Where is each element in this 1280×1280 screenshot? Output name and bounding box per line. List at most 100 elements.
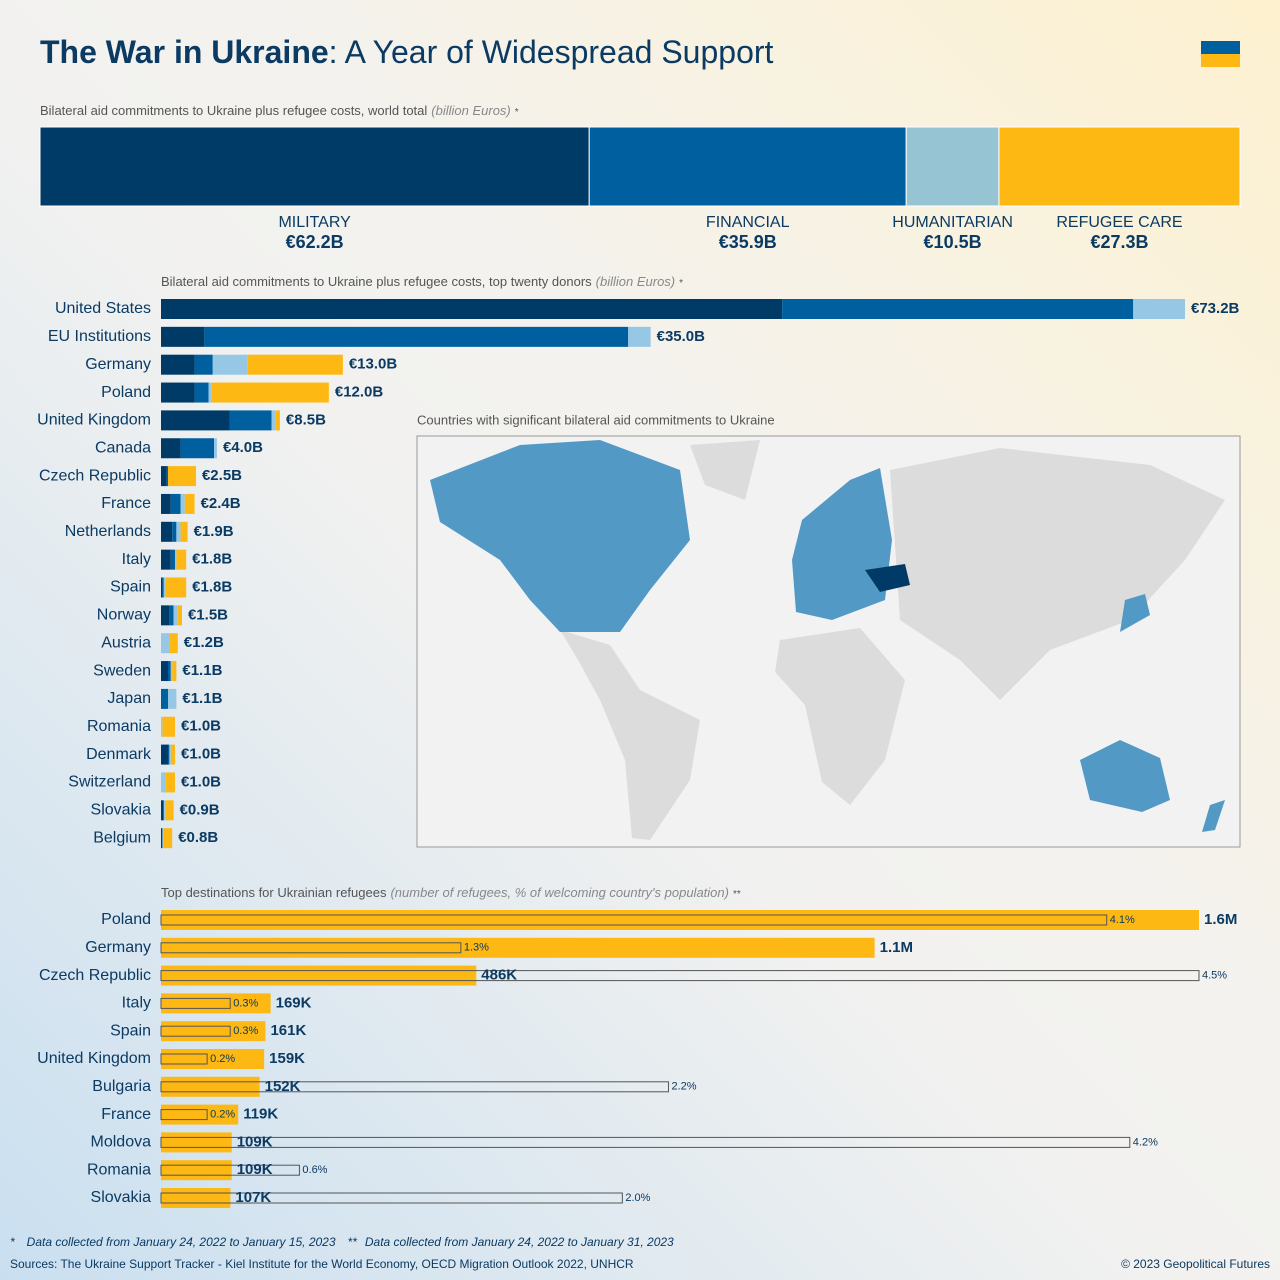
percent-bar — [160, 970, 1200, 982]
category-label: Poland — [101, 384, 151, 401]
bar-segment — [161, 410, 230, 431]
count-label: 1.1M — [880, 939, 913, 956]
category-label: France — [101, 1106, 151, 1123]
total-label: €35.0B — [657, 328, 706, 345]
bar-segment — [212, 354, 248, 375]
subtitle-unit: (number of refugees, % of welcoming coun… — [390, 885, 729, 900]
count-bar — [161, 937, 875, 958]
category-label: Germany — [85, 356, 151, 373]
footnote-mark: ** — [348, 1235, 358, 1249]
total-label: €13.0B — [349, 356, 398, 373]
flag-yellow — [1201, 54, 1240, 67]
bar-segment — [174, 549, 177, 570]
bar-segment — [162, 716, 175, 737]
category-label: Romania — [87, 1161, 151, 1178]
footnote-text: Data collected from January 24, 2022 to … — [365, 1235, 674, 1249]
category-label: Italy — [122, 995, 151, 1012]
category-label: Netherlands — [65, 523, 151, 540]
subtitle-unit: (billion Euros) — [431, 103, 510, 118]
subtitle-note: * — [679, 278, 683, 289]
europe — [792, 468, 892, 620]
category-label: United States — [55, 300, 151, 317]
count-label: 119K — [243, 1106, 278, 1123]
percent-bar — [160, 1164, 300, 1176]
category-label: Romania — [87, 718, 151, 735]
bar-segment — [161, 772, 166, 793]
count-label: 169K — [276, 994, 312, 1011]
category-label: Switzerland — [68, 774, 151, 791]
greenland — [690, 440, 760, 500]
bar-segment — [170, 493, 181, 514]
bar-segment — [173, 605, 178, 626]
category-label: Italy — [122, 551, 151, 568]
bar-segment — [170, 661, 173, 682]
count-bar — [161, 1188, 231, 1208]
bar-segment — [162, 577, 164, 598]
bar-segment — [161, 633, 170, 654]
percent-label: 1.3% — [464, 942, 489, 954]
bar-segment — [161, 382, 195, 403]
bar-segment — [161, 549, 171, 570]
count-label: 107K — [235, 1189, 271, 1206]
segment-name: HUMANITARIAN — [892, 214, 1013, 231]
count-bar — [161, 910, 1199, 930]
australia — [1080, 740, 1170, 812]
percent-bar — [160, 1025, 231, 1037]
bar-segment — [161, 521, 173, 542]
bar-segment — [163, 577, 166, 598]
percent-label: 4.1% — [1110, 914, 1135, 926]
sources: Sources: The Ukraine Support Tracker - K… — [10, 1257, 634, 1271]
new-zealand — [1202, 800, 1225, 832]
bar-segment — [161, 466, 167, 487]
subtitle-note: ** — [733, 889, 741, 900]
bar-segment — [172, 661, 177, 682]
count-label: 109K — [237, 1133, 273, 1150]
bar-segment — [169, 605, 174, 626]
bar-segment — [247, 354, 343, 375]
segment-name: REFUGEE CARE — [1056, 214, 1182, 231]
segment-name: MILITARY — [278, 214, 351, 231]
bar-segment — [162, 828, 164, 849]
category-label: United Kingdom — [37, 1050, 151, 1067]
bar-segment — [214, 438, 217, 459]
percent-bar — [160, 1053, 208, 1065]
total-label: €0.8B — [178, 829, 218, 846]
bar-segment — [998, 126, 1241, 207]
total-label: €1.8B — [192, 578, 232, 595]
flag-blue — [1201, 41, 1240, 54]
total-label: €1.5B — [188, 606, 228, 623]
category-label: EU Institutions — [48, 328, 151, 345]
percent-label: 0.3% — [233, 1025, 258, 1037]
title-main: The War in Ukraine — [40, 34, 329, 70]
bar-segment — [161, 605, 170, 626]
bar-segment — [170, 744, 175, 765]
title: The War in Ukraine: A Year of Widespread… — [40, 34, 774, 70]
category-label: Czech Republic — [39, 467, 151, 484]
ukraine — [865, 564, 910, 592]
bar-segment — [161, 716, 163, 737]
total-label: €1.0B — [181, 773, 221, 790]
segment-value: €62.2B — [286, 232, 344, 252]
world-map — [416, 435, 1241, 848]
category-label: United Kingdom — [37, 412, 151, 429]
percent-bar — [160, 1192, 623, 1204]
segment-value: €35.9B — [719, 232, 777, 252]
percent-label: 4.5% — [1202, 970, 1227, 982]
total-label: €12.0B — [335, 384, 384, 401]
total-label: €1.8B — [192, 551, 232, 568]
bar-segment — [161, 493, 171, 514]
count-label: 486K — [481, 967, 517, 984]
percent-bar — [160, 1109, 208, 1121]
count-bar — [161, 965, 477, 986]
total-label: €1.1B — [182, 690, 222, 707]
percent-label: 0.2% — [210, 1109, 235, 1121]
category-label: Slovakia — [91, 802, 152, 819]
count-label: 152K — [265, 1078, 301, 1095]
bar-segment — [163, 828, 173, 849]
segment-value: €10.5B — [924, 232, 982, 252]
percent-bar — [160, 1081, 669, 1093]
bar-segment — [161, 438, 181, 459]
bar-segment — [163, 800, 166, 821]
bar-segment — [165, 772, 175, 793]
total-label: €2.4B — [201, 495, 241, 512]
